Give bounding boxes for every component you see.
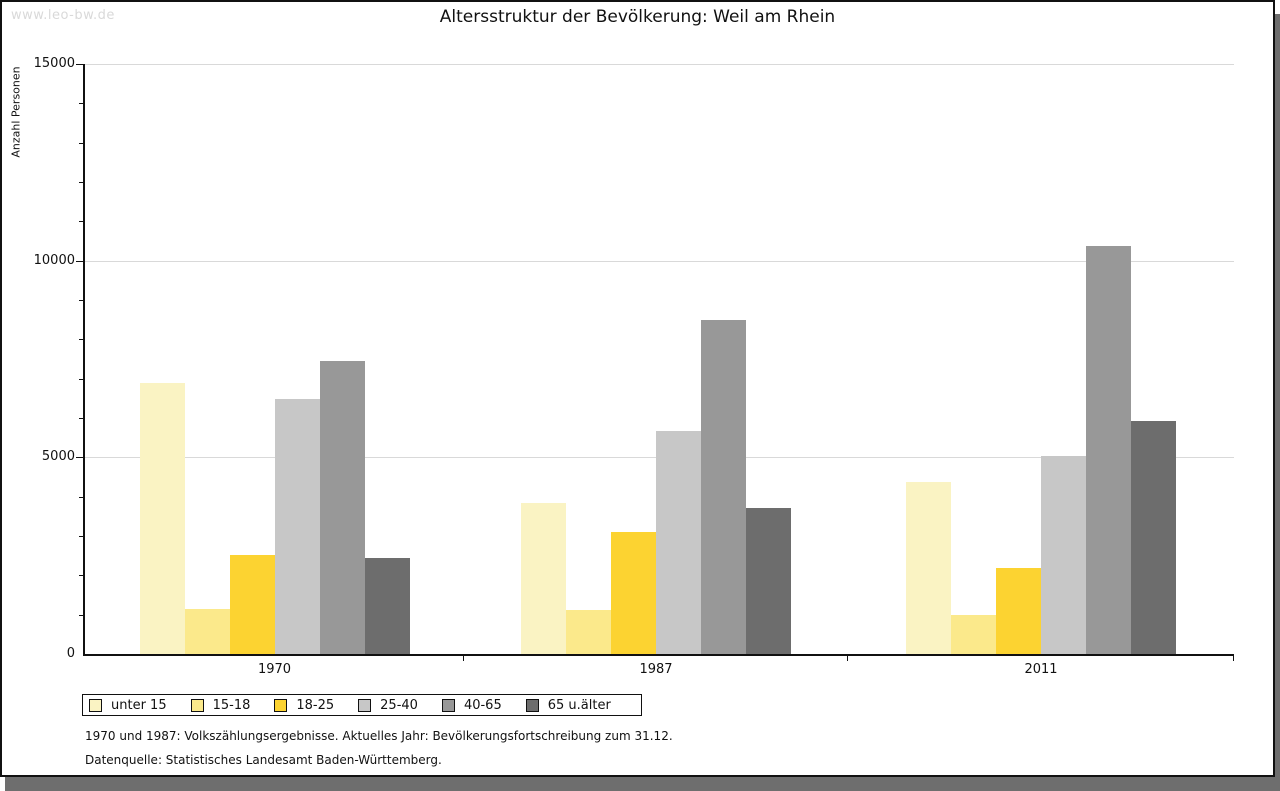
legend-label: 15-18 xyxy=(212,697,251,713)
bar-1987-15-18 xyxy=(566,610,611,654)
bar-1970-40-65 xyxy=(319,361,365,654)
x-category-label-1970: 1970 xyxy=(257,662,292,677)
bar-2011-40-65 xyxy=(1086,246,1131,654)
legend-swatch-icon xyxy=(358,698,372,712)
y-minor-tick-11000 xyxy=(79,221,85,223)
bar-1970-25-40 xyxy=(274,399,320,654)
x-separator-tick-1 xyxy=(847,656,848,661)
y-tick-label-15000: 15000 xyxy=(33,56,75,71)
y-minor-tick-2000 xyxy=(79,575,85,577)
bar-1970-unter-15 xyxy=(139,383,185,654)
legend-swatch-icon xyxy=(525,698,539,712)
y-tick-label-5000: 5000 xyxy=(41,449,75,465)
y-minor-tick-13000 xyxy=(79,142,85,144)
legend-item-25-40: 25-40 xyxy=(358,698,418,713)
legend-item-65-u-lter: 65 u.älter xyxy=(525,697,611,713)
legend-swatch-icon xyxy=(89,698,102,712)
y-minor-tick-14000 xyxy=(79,103,85,105)
y-minor-tick-3000 xyxy=(79,536,85,537)
x-category-label-1987: 1987 xyxy=(639,662,673,677)
gridline-15000 xyxy=(85,64,1234,65)
x-axis-line xyxy=(83,654,1234,656)
bar-2011-65-u-lter xyxy=(1131,421,1176,654)
legend-swatch-icon xyxy=(441,698,455,712)
bar-1970-15-18 xyxy=(184,609,230,654)
y-minor-tick-9000 xyxy=(79,300,85,301)
y-major-tick-15000 xyxy=(76,64,85,65)
bar-2011-unter-15 xyxy=(906,482,951,654)
bar-1970-65-u-lter xyxy=(364,558,410,654)
watermark: www.leo-bw.de xyxy=(11,8,115,23)
y-major-tick-10000 xyxy=(76,260,85,262)
y-minor-tick-8000 xyxy=(79,339,85,341)
legend-label: 65 u.älter xyxy=(547,697,611,713)
legend-label: 18-25 xyxy=(296,697,335,713)
y-tick-label-0: 0 xyxy=(66,646,75,661)
bar-2011-25-40 xyxy=(1041,456,1086,654)
x-separator-tick-0 xyxy=(463,656,464,661)
y-minor-tick-7000 xyxy=(79,378,85,380)
y-minor-tick-6000 xyxy=(79,418,85,419)
legend-item-unter-15: unter 15 xyxy=(89,698,167,713)
y-minor-tick-12000 xyxy=(79,182,85,183)
y-minor-tick-1000 xyxy=(79,614,85,616)
legend: unter 15 15-18 18-25 25-40 40-65 65 u.älter xyxy=(82,694,642,716)
legend-swatch-icon xyxy=(274,698,288,712)
bar-2011-18-25 xyxy=(996,568,1041,654)
footnote-data-source: Datenquelle: Statistisches Landesamt Bad… xyxy=(85,753,442,767)
plot-area: 0 5000 10000 15000 1970 1987 2011 xyxy=(2,2,1273,775)
legend-item-15-18: 15-18 xyxy=(190,697,251,713)
legend-item-40-65: 40-65 xyxy=(441,697,502,713)
bar-1987-65-u-lter xyxy=(746,508,791,654)
y-tick-label-10000: 10000 xyxy=(33,252,75,268)
y-axis-line xyxy=(83,64,85,656)
footnote-source-note: 1970 und 1987: Volkszählungsergebnisse. … xyxy=(85,729,673,743)
gridline-10000 xyxy=(85,260,1234,262)
bar-1987-18-25 xyxy=(611,532,656,654)
y-major-tick-5000 xyxy=(76,457,85,459)
legend-label: unter 15 xyxy=(111,697,167,713)
x-separator-tick-2 xyxy=(1233,656,1234,661)
chart-frame: www.leo-bw.de Altersstruktur der Bevölke… xyxy=(0,0,1275,777)
bar-1970-18-25 xyxy=(229,555,275,654)
legend-swatch-icon xyxy=(190,698,204,712)
bar-1987-25-40 xyxy=(656,431,701,654)
bar-2011-15-18 xyxy=(951,615,996,654)
bar-1987-unter-15 xyxy=(521,503,566,654)
bar-1987-40-65 xyxy=(701,320,746,654)
legend-label: 25-40 xyxy=(380,697,418,713)
y-minor-tick-4000 xyxy=(79,496,85,498)
legend-label: 40-65 xyxy=(463,697,502,713)
legend-item-18-25: 18-25 xyxy=(274,698,334,713)
chart-title: Altersstruktur der Bevölkerung: Weil am … xyxy=(439,7,836,27)
x-category-label-2011: 2011 xyxy=(1024,662,1058,677)
